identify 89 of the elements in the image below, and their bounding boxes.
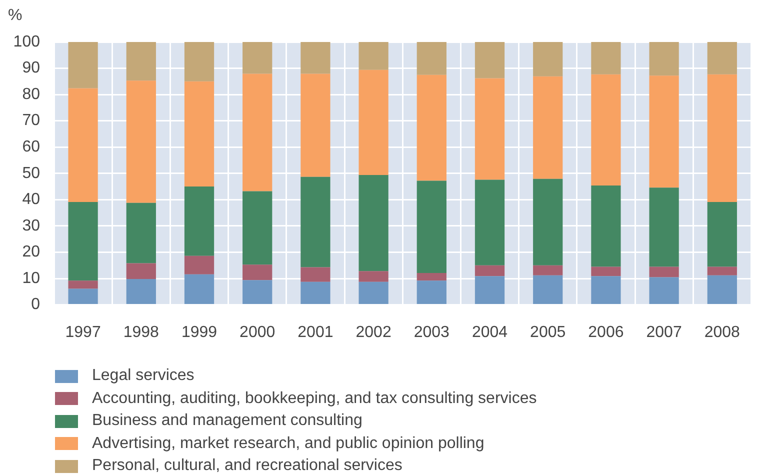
bar <box>591 74 621 186</box>
legend-label: Advertising, market research, and public opinion polling <box>92 434 484 453</box>
bar <box>184 256 214 274</box>
y-tick-label: 100 <box>13 33 40 50</box>
bar <box>707 275 737 304</box>
bar <box>68 88 98 202</box>
x-tick-label: 2008 <box>704 324 740 341</box>
bar <box>358 271 388 282</box>
legend-label: Personal, cultural, and recreational services <box>92 457 402 476</box>
bar <box>416 180 446 273</box>
bar <box>533 178 563 266</box>
bar <box>416 42 446 75</box>
y-tick-label: 70 <box>22 112 40 130</box>
bar <box>126 42 156 81</box>
bar <box>474 42 505 78</box>
bar <box>358 174 388 272</box>
y-tick-label: 30 <box>22 217 40 234</box>
bar <box>474 78 505 180</box>
x-tick-label: 2001 <box>298 324 334 341</box>
bar <box>474 265 505 276</box>
bar <box>707 266 737 276</box>
y-tick-label: 20 <box>22 244 40 261</box>
bar <box>416 74 446 181</box>
x-tick-label: 1999 <box>181 324 218 341</box>
bar <box>474 276 505 304</box>
x-tick-label: 1998 <box>123 324 160 341</box>
bar <box>358 42 388 70</box>
x-tick-label: 2005 <box>530 324 566 341</box>
bar <box>416 273 446 281</box>
x-tick-label: 2004 <box>472 324 508 341</box>
x-tick-label: 2006 <box>588 324 624 341</box>
bar <box>649 76 679 188</box>
y-tick-label: 0 <box>31 296 40 314</box>
bar <box>649 266 679 278</box>
bar <box>300 267 330 282</box>
x-tick-label: 2000 <box>240 324 276 341</box>
bar <box>300 176 330 268</box>
bar <box>68 202 98 281</box>
bar <box>242 42 272 74</box>
bar <box>707 42 737 74</box>
y-tick-label: 60 <box>22 138 40 156</box>
x-tick-label: 2007 <box>646 324 682 341</box>
bar <box>242 74 272 192</box>
bar <box>591 42 621 74</box>
bar <box>184 274 214 304</box>
bar <box>126 202 156 264</box>
x-tick-label: 1997 <box>65 324 101 341</box>
bar <box>68 42 98 88</box>
y-tick-label: 80 <box>22 86 40 103</box>
bar <box>649 188 679 267</box>
bar <box>242 264 272 280</box>
bar <box>68 280 98 289</box>
bar <box>126 263 156 280</box>
bar <box>416 280 446 304</box>
bar <box>649 277 679 304</box>
bar <box>591 266 621 276</box>
bar <box>184 42 214 82</box>
legend-label: Business and management consulting <box>92 412 362 430</box>
y-tick-label: 50 <box>22 164 40 182</box>
bar <box>358 282 388 304</box>
y-tick-label: 10 <box>22 270 40 287</box>
bar <box>242 280 272 304</box>
bar <box>533 42 563 76</box>
bar <box>358 70 388 175</box>
bar <box>126 279 156 304</box>
bar <box>533 76 563 179</box>
legend-label: Legal services <box>92 367 194 386</box>
x-tick-label: 2003 <box>414 324 450 341</box>
y-axis-title: % <box>8 6 22 26</box>
bar <box>184 186 214 256</box>
bar <box>300 42 330 74</box>
bar <box>707 202 737 267</box>
bar <box>300 74 330 177</box>
bar <box>300 282 330 304</box>
bar <box>126 80 156 203</box>
bar <box>649 42 679 76</box>
bar <box>184 81 214 187</box>
legend-label: Accounting, auditing, bookkeeping, and tax consulting services <box>92 390 537 408</box>
bar <box>591 276 621 304</box>
y-tick-label: 40 <box>22 191 40 208</box>
bar <box>68 288 98 304</box>
bar <box>474 180 505 266</box>
bar <box>591 185 621 267</box>
bar <box>533 265 563 276</box>
x-tick-label: 2002 <box>356 324 392 341</box>
y-tick-label: 90 <box>22 60 40 77</box>
bar <box>242 191 272 265</box>
bar <box>707 74 737 202</box>
bar <box>533 275 563 304</box>
